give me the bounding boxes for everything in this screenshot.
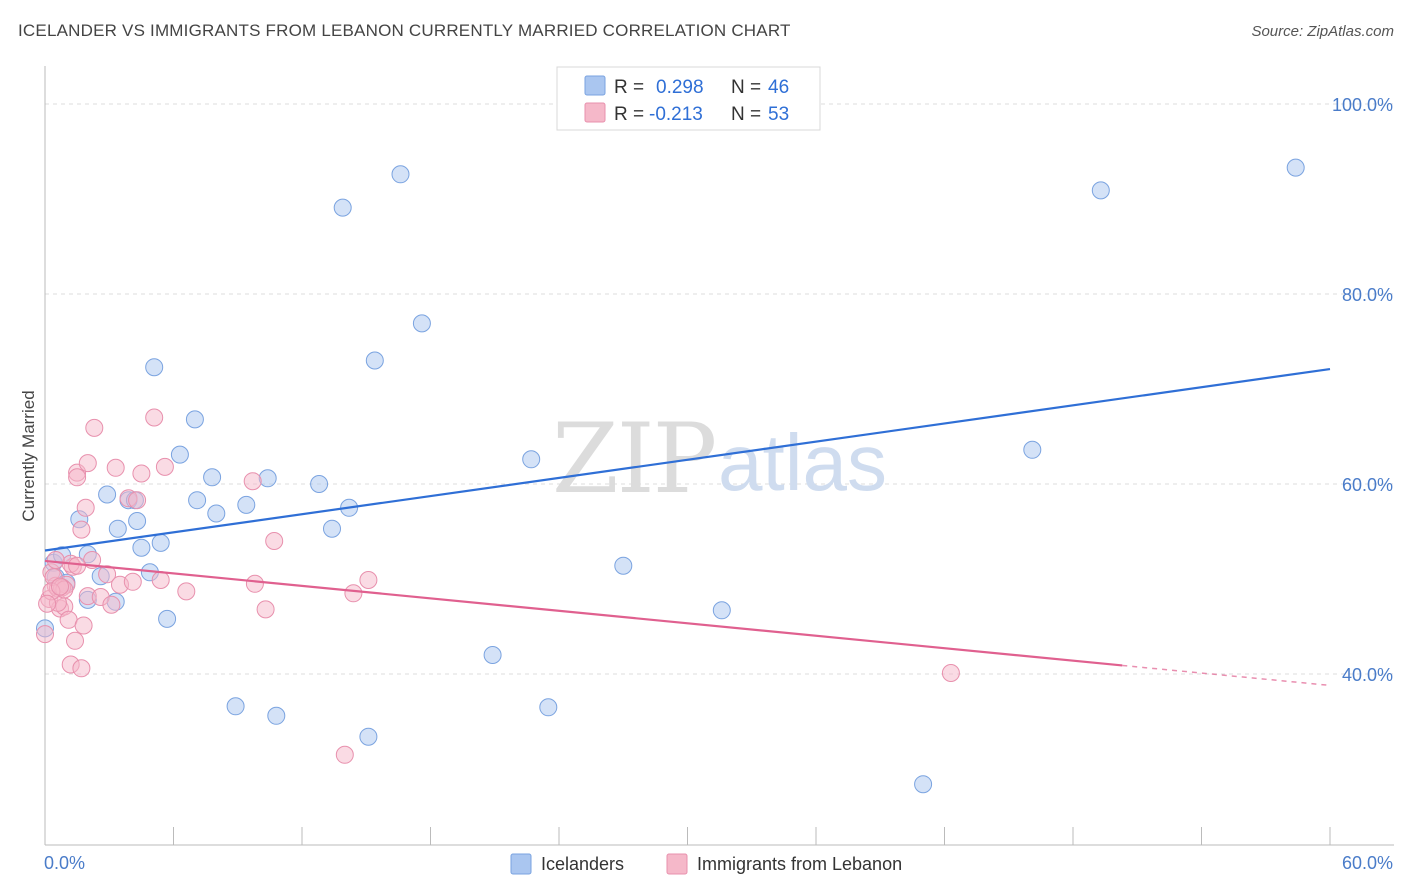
icelander-point-26	[267, 706, 286, 725]
icelander-point-22	[207, 504, 226, 523]
data-points	[36, 158, 1305, 794]
lebanon-point-31	[151, 571, 170, 589]
series-legend-label-icelanders: Icelanders	[541, 854, 624, 874]
lebanon-point-15	[74, 616, 93, 635]
icelander-point-27	[310, 475, 329, 493]
lebanon-trend-line-extension	[1122, 664, 1331, 687]
lebanon-point-37	[265, 532, 284, 550]
lebanon-point-35	[245, 574, 264, 593]
trend-lines	[44, 367, 1331, 687]
legend-r-value-blue: 0.298	[656, 77, 704, 98]
icelander-point-21	[203, 468, 222, 487]
lebanon-point-13	[72, 659, 91, 678]
icelander-point-33	[391, 165, 410, 184]
series-legend-swatch-lebanon	[666, 853, 688, 875]
y-axis-label: Currently Married	[19, 390, 38, 521]
lebanon-point-34	[243, 472, 262, 491]
icelander-point-7	[98, 485, 117, 504]
icelander-point-15	[145, 358, 164, 377]
legend-r-label-pink: R =	[614, 104, 644, 125]
series-legend-label-lebanon: Immigrants from Lebanon	[697, 854, 902, 874]
lebanon-point-16	[76, 498, 95, 517]
icelander-point-36	[522, 450, 541, 469]
y-tick-label-1: 80.0%	[1342, 285, 1393, 305]
legend-n-label-pink: N =	[731, 104, 761, 125]
watermark-atlas: atlas	[718, 418, 887, 507]
icelander-point-42	[1091, 181, 1110, 200]
y-tick-label-2: 60.0%	[1342, 475, 1393, 495]
lebanon-point-17	[78, 454, 97, 473]
legend-n-value-blue: 46	[768, 77, 789, 98]
y-tick-labels: 100.0% 80.0% 60.0% 40.0%	[1332, 95, 1393, 685]
icelander-point-41	[1023, 440, 1042, 459]
lebanon-point-14	[72, 520, 91, 539]
icelander-point-31	[359, 727, 378, 746]
legend-n-label-blue: N =	[731, 77, 761, 98]
lebanon-point-36	[256, 600, 275, 619]
y-tick-label-3: 40.0%	[1342, 665, 1393, 685]
source-credit: Source: ZipAtlas.com	[1251, 23, 1394, 40]
icelander-point-37	[539, 698, 558, 717]
lebanon-point-23	[102, 595, 121, 614]
x-tick-label-right: 60.0%	[1342, 853, 1393, 873]
icelander-point-40	[914, 775, 933, 794]
icelander-point-13	[132, 538, 151, 557]
icelander-point-20	[188, 491, 207, 510]
y-tick-label-0: 100.0%	[1332, 95, 1393, 115]
lebanon-point-22	[98, 565, 117, 584]
lebanon-point-30	[145, 408, 164, 427]
lebanon-point-41	[941, 664, 960, 682]
icelander-point-18	[170, 445, 189, 464]
legend-swatch-blue	[584, 75, 606, 96]
icelander-point-9	[108, 519, 127, 538]
lebanon-point-40	[359, 571, 378, 589]
lebanon-point-12	[68, 468, 87, 487]
lebanon-point-28	[128, 491, 147, 510]
lebanon-point-49	[46, 551, 65, 569]
legend-n-value-pink: 53	[768, 104, 789, 125]
icelander-point-38	[614, 556, 633, 575]
icelander-point-39	[712, 601, 731, 620]
icelander-point-34	[412, 314, 431, 333]
icelander-point-19	[185, 410, 204, 429]
lebanon-point-50	[51, 577, 69, 596]
lebanon-trend-line	[44, 559, 1123, 667]
lebanon-point-39	[344, 584, 363, 603]
icelander-point-29	[333, 198, 352, 217]
icelander-point-28	[323, 519, 341, 538]
icelander-trend-line	[44, 367, 1331, 552]
lebanon-point-29	[132, 464, 151, 483]
watermark: ZIP atlas	[552, 403, 887, 515]
icelander-point-23	[226, 697, 245, 716]
icelander-point-43	[1286, 158, 1305, 177]
icelander-point-17	[158, 609, 177, 628]
legend-swatch-pink	[584, 102, 606, 123]
icelander-point-24	[237, 495, 256, 514]
legend-r-label-blue: R =	[614, 77, 644, 98]
lebanon-point-24	[106, 458, 125, 477]
axes	[44, 66, 1394, 846]
lebanon-point-20	[85, 418, 104, 437]
lebanon-point-27	[123, 572, 142, 591]
lebanon-point-33	[177, 582, 196, 601]
lebanon-point-51	[38, 594, 57, 613]
x-tick-labels: 0.0% 60.0%	[44, 853, 1393, 873]
stats-legend: R = 0.298 N = 46 R = -0.213 N = 53	[556, 66, 821, 131]
icelander-point-25	[258, 469, 277, 488]
icelander-point-35	[483, 646, 502, 664]
lebanon-point-10	[66, 631, 84, 650]
icelander-point-16	[151, 533, 170, 552]
lebanon-point-7	[59, 610, 78, 629]
icelander-point-12	[128, 512, 147, 530]
lebanon-point-38	[335, 745, 354, 764]
legend-r-value-pink: -0.213	[649, 104, 703, 125]
series-legend: Icelanders Immigrants from Lebanon	[510, 853, 902, 875]
chart-title: ICELANDER VS IMMIGRANTS FROM LEBANON CUR…	[18, 21, 791, 40]
icelander-point-32	[365, 351, 384, 370]
x-tick-label-left: 0.0%	[44, 853, 85, 873]
lebanon-point-32	[155, 457, 174, 476]
lebanon-point-52	[36, 625, 54, 644]
series-legend-swatch-icelanders	[510, 853, 532, 875]
